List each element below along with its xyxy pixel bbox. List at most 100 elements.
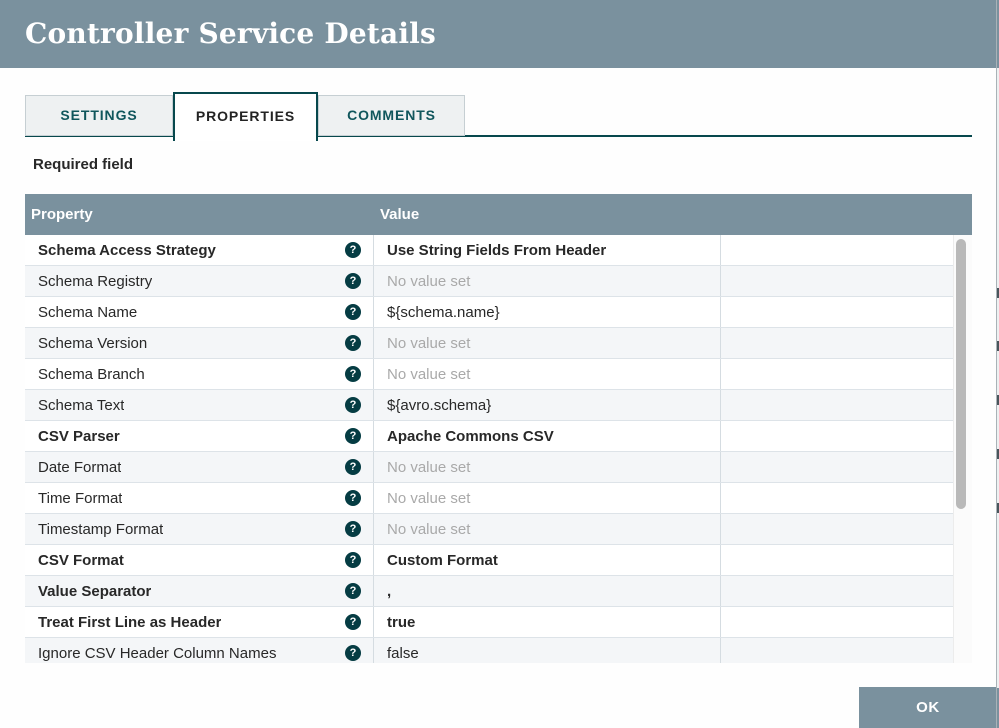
background-edge-mark bbox=[997, 341, 999, 351]
property-row: Treat First Line as Header ? true bbox=[25, 607, 953, 638]
property-value: Use String Fields From Header bbox=[387, 241, 607, 259]
empty-cell bbox=[721, 359, 953, 389]
help-icon[interactable]: ? bbox=[345, 614, 361, 630]
value-cell[interactable]: No value set bbox=[374, 266, 721, 296]
empty-cell bbox=[721, 576, 953, 606]
value-cell[interactable]: No value set bbox=[374, 359, 721, 389]
help-icon[interactable]: ? bbox=[345, 335, 361, 351]
property-value: ${schema.name} bbox=[387, 303, 500, 321]
property-name: Schema Text bbox=[38, 396, 125, 414]
help-icon[interactable]: ? bbox=[345, 459, 361, 475]
tab-settings[interactable]: SETTINGS bbox=[25, 95, 173, 136]
property-cell: Treat First Line as Header ? bbox=[25, 607, 374, 637]
background-edge-bottom bbox=[997, 688, 999, 728]
properties-table-body: Schema Access Strategy ? Use String Fiel… bbox=[25, 235, 953, 663]
property-cell: Time Format ? bbox=[25, 483, 374, 513]
property-cell: Schema Name ? bbox=[25, 297, 374, 327]
value-cell[interactable]: Custom Format bbox=[374, 545, 721, 575]
value-cell[interactable]: No value set bbox=[374, 483, 721, 513]
background-page-sliver bbox=[996, 0, 999, 728]
column-header-value: Value bbox=[380, 206, 420, 223]
property-value: No value set bbox=[387, 458, 471, 476]
property-value: Custom Format bbox=[387, 551, 498, 569]
property-row: Ignore CSV Header Column Names ? false bbox=[25, 638, 953, 663]
property-value: No value set bbox=[387, 365, 471, 383]
property-row: Schema Text ? ${avro.schema} bbox=[25, 390, 953, 421]
value-cell[interactable]: Apache Commons CSV bbox=[374, 421, 721, 451]
empty-cell bbox=[721, 452, 953, 482]
help-icon[interactable]: ? bbox=[345, 583, 361, 599]
property-value: true bbox=[387, 613, 416, 631]
property-name: Schema Access Strategy bbox=[38, 241, 216, 259]
empty-cell bbox=[721, 297, 953, 327]
property-row: Date Format ? No value set bbox=[25, 452, 953, 483]
empty-cell bbox=[721, 607, 953, 637]
empty-cell bbox=[721, 235, 953, 265]
property-name: Schema Branch bbox=[38, 365, 145, 383]
required-field-label: Required field bbox=[33, 156, 134, 173]
property-row: CSV Parser ? Apache Commons CSV bbox=[25, 421, 953, 452]
tab-underline bbox=[25, 135, 972, 137]
property-value: Apache Commons CSV bbox=[387, 427, 554, 445]
empty-cell bbox=[721, 390, 953, 420]
property-cell: Ignore CSV Header Column Names ? bbox=[25, 638, 374, 663]
property-row: Schema Registry ? No value set bbox=[25, 266, 953, 297]
help-icon[interactable]: ? bbox=[345, 521, 361, 537]
property-name: CSV Format bbox=[38, 551, 124, 569]
property-cell: Schema Branch ? bbox=[25, 359, 374, 389]
tab-properties[interactable]: PROPERTIES bbox=[173, 92, 318, 141]
background-edge-mark bbox=[997, 395, 999, 405]
value-cell[interactable]: ${schema.name} bbox=[374, 297, 721, 327]
property-cell: Value Separator ? bbox=[25, 576, 374, 606]
property-cell: Schema Registry ? bbox=[25, 266, 374, 296]
empty-cell bbox=[721, 483, 953, 513]
property-cell: Date Format ? bbox=[25, 452, 374, 482]
property-value: ${avro.schema} bbox=[387, 396, 492, 414]
property-value: No value set bbox=[387, 272, 471, 290]
value-cell[interactable]: Use String Fields From Header bbox=[374, 235, 721, 265]
property-cell: Schema Text ? bbox=[25, 390, 374, 420]
help-icon[interactable]: ? bbox=[345, 552, 361, 568]
help-icon[interactable]: ? bbox=[345, 242, 361, 258]
property-row: Schema Access Strategy ? Use String Fiel… bbox=[25, 235, 953, 266]
property-cell: Timestamp Format ? bbox=[25, 514, 374, 544]
value-cell[interactable]: No value set bbox=[374, 514, 721, 544]
property-name: Time Format bbox=[38, 489, 123, 507]
property-value: , bbox=[387, 582, 392, 600]
dialog-titlebar: Controller Service Details bbox=[0, 0, 996, 68]
property-row: Schema Branch ? No value set bbox=[25, 359, 953, 390]
property-row: Schema Version ? No value set bbox=[25, 328, 953, 359]
property-value: false bbox=[387, 644, 419, 662]
background-edge-mark bbox=[997, 503, 999, 513]
value-cell[interactable]: No value set bbox=[374, 328, 721, 358]
property-cell: Schema Access Strategy ? bbox=[25, 235, 374, 265]
value-cell[interactable]: ${avro.schema} bbox=[374, 390, 721, 420]
help-icon[interactable]: ? bbox=[345, 397, 361, 413]
value-cell[interactable]: No value set bbox=[374, 452, 721, 482]
tab-comments[interactable]: COMMENTS bbox=[318, 95, 465, 136]
help-icon[interactable]: ? bbox=[345, 304, 361, 320]
help-icon[interactable]: ? bbox=[345, 490, 361, 506]
scrollbar-thumb[interactable] bbox=[956, 239, 966, 509]
property-name: Ignore CSV Header Column Names bbox=[38, 644, 277, 662]
help-icon[interactable]: ? bbox=[345, 366, 361, 382]
value-cell[interactable]: true bbox=[374, 607, 721, 637]
value-cell[interactable]: false bbox=[374, 638, 721, 663]
column-header-property: Property bbox=[31, 206, 93, 223]
empty-cell bbox=[721, 638, 953, 663]
property-name: Timestamp Format bbox=[38, 520, 164, 538]
dialog-right-edge bbox=[996, 0, 997, 728]
property-row: Value Separator ? , bbox=[25, 576, 953, 607]
ok-button[interactable]: OK bbox=[859, 687, 997, 728]
help-icon[interactable]: ? bbox=[345, 428, 361, 444]
property-cell: CSV Format ? bbox=[25, 545, 374, 575]
property-cell: Schema Version ? bbox=[25, 328, 374, 358]
property-name: Schema Name bbox=[38, 303, 138, 321]
property-cell: CSV Parser ? bbox=[25, 421, 374, 451]
background-edge-mark bbox=[997, 288, 999, 298]
value-cell[interactable]: , bbox=[374, 576, 721, 606]
help-icon[interactable]: ? bbox=[345, 645, 361, 661]
help-icon[interactable]: ? bbox=[345, 273, 361, 289]
background-edge-top bbox=[997, 0, 999, 68]
property-row: Timestamp Format ? No value set bbox=[25, 514, 953, 545]
